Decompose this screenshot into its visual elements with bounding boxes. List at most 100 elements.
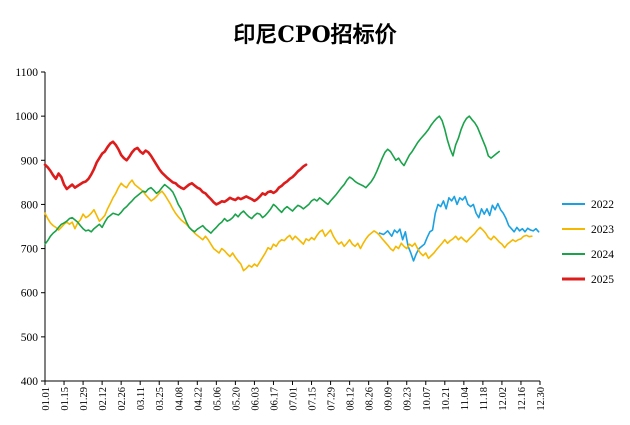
data-point-2024	[401, 162, 402, 163]
x-tick-label: 12.30	[536, 387, 547, 411]
data-point-2024	[104, 222, 105, 223]
data-point-2023	[270, 249, 271, 250]
data-point-2023	[273, 244, 274, 245]
data-point-2024	[194, 231, 195, 232]
data-point-2024	[423, 136, 424, 137]
data-point-2024	[368, 184, 369, 185]
data-point-2023	[151, 200, 152, 201]
data-point-2025	[55, 178, 56, 179]
data-point-2025	[259, 196, 260, 197]
data-point-2023	[314, 239, 315, 240]
data-point-2025	[191, 183, 192, 184]
data-point-2024	[447, 140, 448, 141]
data-point-2022	[497, 203, 498, 204]
data-point-2023	[507, 244, 508, 245]
data-point-2022	[473, 204, 474, 205]
data-point-2022	[465, 196, 466, 197]
data-point-2022	[429, 231, 430, 232]
data-point-2025	[88, 178, 89, 179]
data-point-2025	[148, 152, 149, 153]
data-point-2024	[91, 231, 92, 232]
data-point-2025	[85, 181, 86, 182]
data-point-2025	[202, 192, 203, 193]
data-point-2025	[306, 164, 307, 165]
data-point-2023	[325, 236, 326, 237]
data-point-2023	[175, 213, 176, 214]
data-point-2025	[205, 193, 206, 194]
data-point-2024	[346, 180, 347, 181]
data-point-2024	[145, 192, 146, 193]
series-2024	[44, 115, 500, 245]
data-point-2023	[330, 230, 331, 231]
y-tick-label: 600	[21, 288, 39, 300]
data-point-2024	[336, 194, 337, 195]
data-point-2023	[510, 241, 511, 242]
data-point-2024	[273, 204, 274, 205]
data-point-2024	[322, 200, 323, 201]
data-point-2025	[183, 188, 184, 189]
legend-label-2024: 2024	[591, 249, 614, 261]
series-line-2023	[44, 179, 533, 272]
data-point-2023	[529, 236, 530, 237]
data-point-2023	[99, 221, 100, 222]
data-point-2025	[99, 158, 100, 159]
data-point-2025	[238, 197, 239, 198]
data-point-2024	[243, 211, 244, 212]
data-point-2023	[523, 236, 524, 237]
data-point-2023	[172, 208, 173, 209]
data-point-2025	[240, 199, 241, 200]
data-point-2022	[435, 213, 436, 214]
x-tick-label: 04.22	[193, 387, 204, 411]
data-point-2025	[292, 177, 293, 178]
data-point-2024	[493, 155, 494, 156]
data-point-2025	[289, 178, 290, 179]
data-point-2024	[371, 181, 372, 182]
data-point-2023	[232, 252, 233, 253]
data-point-2025	[180, 187, 181, 188]
data-point-2025	[300, 169, 301, 170]
data-point-2022	[421, 246, 422, 247]
data-point-2024	[333, 197, 334, 198]
data-point-2024	[428, 129, 429, 130]
data-point-2025	[281, 185, 282, 186]
data-point-2023	[303, 244, 304, 245]
data-point-2024	[170, 188, 171, 189]
y-tick-label: 1100	[15, 67, 38, 79]
data-point-2025	[268, 192, 269, 193]
data-point-2023	[482, 230, 483, 231]
data-point-2024	[99, 224, 100, 225]
data-point-2023	[463, 239, 464, 240]
data-point-2025	[126, 160, 127, 161]
series-layer	[43, 115, 540, 272]
data-point-2022	[438, 204, 439, 205]
data-point-2024	[221, 222, 222, 223]
data-point-2024	[352, 178, 353, 179]
data-point-2025	[104, 151, 105, 152]
data-point-2024	[210, 233, 211, 234]
data-point-2023	[259, 261, 260, 262]
data-point-2025	[129, 156, 130, 157]
data-point-2024	[314, 199, 315, 200]
series-2022	[378, 195, 540, 262]
data-point-2024	[202, 225, 203, 226]
data-point-2024	[112, 213, 113, 214]
data-point-2023	[338, 244, 339, 245]
data-point-2024	[292, 211, 293, 212]
data-point-2025	[91, 174, 92, 175]
data-point-2025	[142, 153, 143, 154]
data-point-2024	[55, 230, 56, 231]
data-point-2024	[83, 228, 84, 229]
data-point-2024	[365, 187, 366, 188]
data-point-2022	[410, 252, 411, 253]
data-point-2023	[412, 246, 413, 247]
data-point-2023	[240, 264, 241, 265]
data-point-2024	[442, 120, 443, 121]
data-point-2022	[440, 206, 441, 207]
data-point-2025	[53, 175, 54, 176]
data-point-2024	[50, 236, 51, 237]
data-point-2024	[61, 224, 62, 225]
data-point-2023	[300, 241, 301, 242]
x-tick-label: 10.07	[422, 387, 433, 411]
data-point-2023	[238, 260, 239, 261]
data-point-2023	[45, 213, 46, 214]
